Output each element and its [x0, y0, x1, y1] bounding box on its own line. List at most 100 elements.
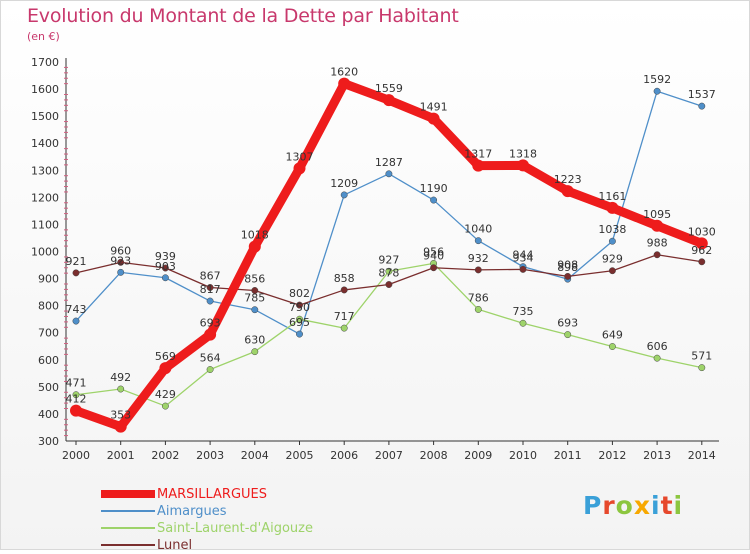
logo-letter: i	[673, 491, 684, 520]
data-label-marsillargues: 1161	[598, 190, 626, 203]
data-label-saint-laurent-d-aigouze: 564	[200, 352, 221, 365]
y-tick-label: 700	[38, 327, 59, 340]
data-point-lunel	[385, 281, 393, 288]
y-tick-label: 1100	[31, 218, 59, 231]
data-point-aimargues	[608, 237, 616, 245]
data-label-lunel: 858	[334, 272, 355, 285]
data-label-marsillargues: 1620	[330, 66, 358, 79]
data-point-marsillargues	[114, 420, 127, 433]
data-label-lunel: 929	[602, 253, 623, 266]
data-label-aimargues: 1287	[375, 156, 403, 169]
y-tick-label: 1600	[31, 83, 59, 96]
data-point-saint-laurent-d-aigouze	[653, 354, 661, 362]
x-tick-label: 2006	[330, 449, 358, 462]
y-tick-label: 500	[38, 381, 59, 394]
data-point-aimargues	[251, 306, 259, 314]
legend-label: Lunel	[157, 538, 193, 553]
data-label-saint-laurent-d-aigouze: 927	[378, 253, 399, 266]
data-point-saint-laurent-d-aigouze	[519, 319, 527, 327]
data-label-marsillargues: 1223	[554, 173, 582, 186]
data-point-marsillargues	[70, 404, 82, 417]
data-point-saint-laurent-d-aigouze	[698, 364, 706, 372]
logo-letter: i	[651, 491, 661, 520]
data-label-aimargues: 1537	[688, 88, 716, 101]
data-point-aimargues	[161, 274, 169, 282]
data-point-lunel	[698, 258, 706, 266]
data-label-marsillargues: 1491	[420, 101, 448, 114]
data-label-aimargues: 1592	[643, 73, 671, 86]
x-tick-label: 2009	[464, 449, 492, 462]
data-point-saint-laurent-d-aigouze	[206, 366, 214, 373]
data-label-aimargues: 817	[200, 283, 221, 296]
data-point-marsillargues	[561, 185, 574, 198]
data-label-saint-laurent-d-aigouze: 630	[244, 334, 265, 347]
data-point-aimargues	[385, 170, 393, 178]
data-point-lunel	[564, 272, 572, 280]
x-tick-label: 2005	[286, 449, 314, 462]
data-label-lunel: 940	[423, 250, 444, 263]
data-label-saint-laurent-d-aigouze: 606	[647, 340, 668, 353]
data-point-lunel	[161, 264, 169, 272]
x-tick-label: 2003	[196, 449, 224, 462]
data-label-marsillargues: 1018	[241, 229, 269, 242]
legend-label: MARSILLARGUES	[157, 487, 267, 502]
data-point-saint-laurent-d-aigouze	[608, 343, 616, 350]
legend-swatch	[101, 510, 155, 512]
data-label-aimargues: 743	[66, 303, 87, 316]
x-tick-label: 2012	[598, 449, 626, 462]
y-tick-label: 900	[38, 273, 59, 286]
y-tick-label: 1700	[31, 56, 59, 69]
data-point-lunel	[117, 258, 125, 266]
legend-label: Aimargues	[157, 504, 227, 519]
data-label-marsillargues: 1095	[643, 208, 671, 221]
data-point-saint-laurent-d-aigouze	[564, 331, 572, 339]
data-label-saint-laurent-d-aigouze: 693	[557, 317, 578, 330]
data-label-aimargues: 1040	[464, 223, 492, 236]
data-label-saint-laurent-d-aigouze: 735	[513, 305, 534, 318]
x-tick-label: 2000	[62, 449, 90, 462]
data-point-saint-laurent-d-aigouze	[161, 402, 169, 410]
data-point-aimargues	[430, 196, 438, 204]
y-tick-label: 1000	[31, 246, 59, 259]
data-point-marsillargues	[651, 219, 664, 232]
data-point-lunel	[206, 284, 214, 291]
data-label-marsillargues: 1030	[688, 225, 716, 238]
data-point-aimargues	[340, 191, 348, 199]
x-tick-label: 2013	[643, 449, 671, 462]
data-label-aimargues: 1038	[598, 223, 626, 236]
legend-swatch	[101, 544, 155, 546]
x-tick-label: 2008	[420, 449, 448, 462]
data-point-marsillargues	[427, 112, 440, 125]
data-point-aimargues	[653, 87, 661, 95]
x-tick-label: 2002	[151, 449, 179, 462]
y-tick-label: 1300	[31, 164, 59, 177]
data-label-lunel: 939	[155, 250, 176, 263]
data-point-saint-laurent-d-aigouze	[474, 305, 482, 313]
legend-swatch	[101, 527, 155, 529]
data-label-lunel: 878	[378, 267, 399, 280]
data-label-lunel: 802	[289, 287, 310, 300]
data-point-marsillargues	[695, 237, 708, 250]
data-label-saint-laurent-d-aigouze: 750	[289, 301, 310, 314]
logo-letter: x	[633, 491, 651, 520]
y-tick-label: 600	[38, 354, 59, 367]
data-point-lunel	[296, 301, 303, 309]
data-point-saint-laurent-d-aigouze	[340, 324, 348, 332]
x-tick-label: 2007	[375, 449, 403, 462]
data-label-lunel: 962	[691, 244, 712, 257]
data-point-lunel	[608, 267, 616, 275]
x-tick-label: 2014	[688, 449, 716, 462]
data-label-lunel: 856	[244, 272, 265, 285]
data-label-aimargues: 1190	[420, 182, 448, 195]
data-label-saint-laurent-d-aigouze: 571	[691, 350, 712, 363]
chart-subtitle: (en €)	[27, 30, 60, 43]
data-label-lunel: 988	[647, 237, 668, 250]
data-label-saint-laurent-d-aigouze: 956	[423, 245, 444, 258]
data-point-marsillargues	[248, 240, 261, 253]
data-label-aimargues: 785	[244, 292, 265, 305]
x-tick-label: 2010	[509, 449, 537, 462]
data-label-marsillargues: 1318	[509, 147, 537, 160]
x-tick-label: 2004	[241, 449, 269, 462]
data-label-saint-laurent-d-aigouze: 471	[66, 377, 87, 390]
